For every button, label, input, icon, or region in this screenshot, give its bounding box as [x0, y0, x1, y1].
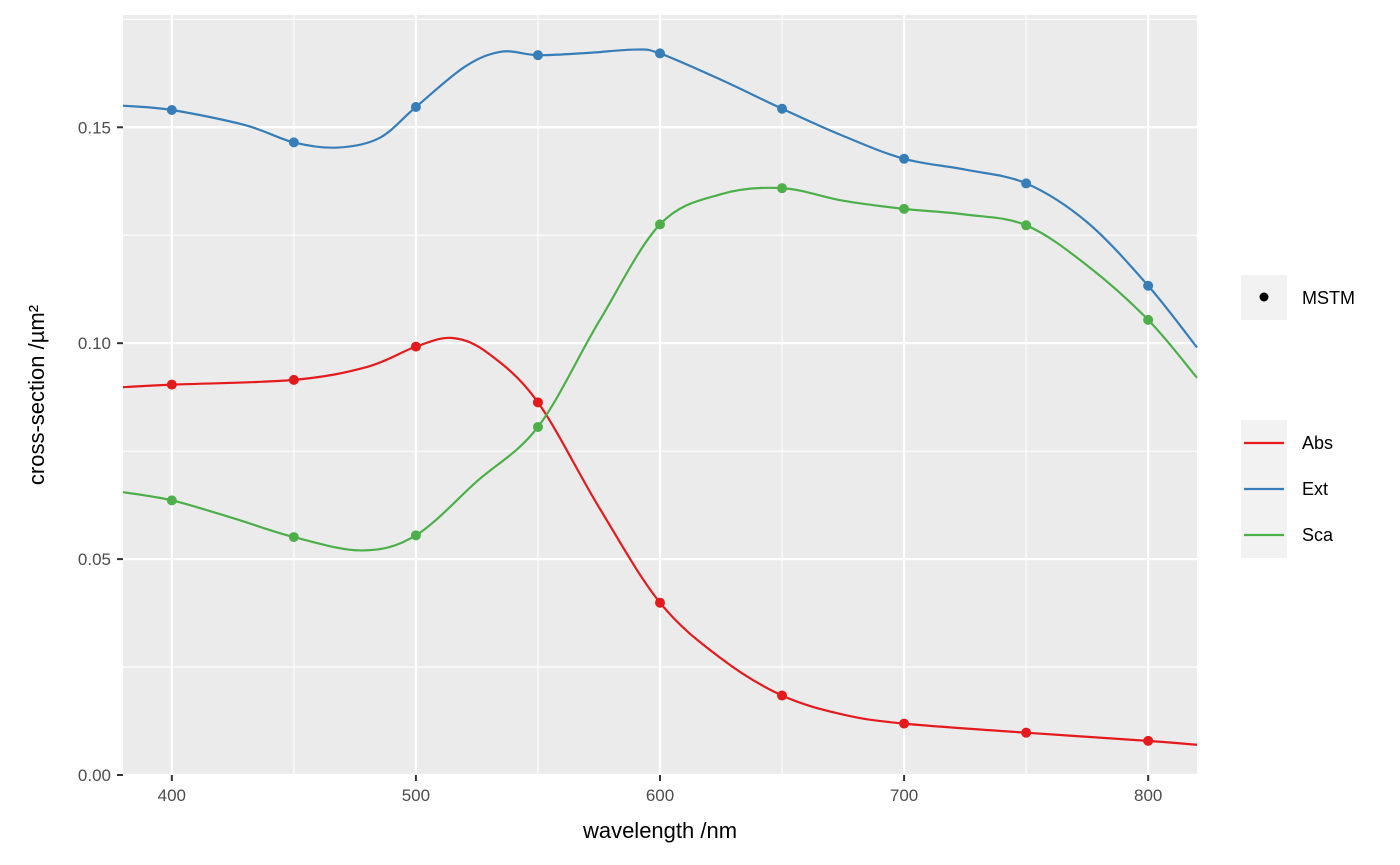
data-point-abs [166, 379, 177, 390]
y-tick-label: 0.15 [78, 118, 111, 137]
data-point-sca [777, 183, 788, 194]
legend-label-sca: Sca [1302, 525, 1334, 545]
series-legend: Abs Ext Sca [1241, 420, 1334, 558]
x-tick-label: 400 [158, 786, 186, 805]
data-point-ext [410, 101, 421, 112]
data-point-abs [1021, 727, 1032, 738]
data-point-abs [1143, 735, 1154, 746]
data-point-sca [1021, 220, 1032, 231]
data-point-sca [410, 530, 421, 541]
data-point-abs [410, 341, 421, 352]
y-axis-title: cross-section /µm² [24, 305, 49, 485]
data-point-abs [777, 690, 788, 701]
data-point-ext [1021, 178, 1032, 189]
data-point-abs [288, 374, 299, 385]
data-point-ext [777, 103, 788, 114]
points-legend-dot [1259, 292, 1269, 302]
x-tick-label: 800 [1134, 786, 1162, 805]
points-legend: MSTM [1241, 275, 1355, 320]
data-point-sca [899, 203, 910, 214]
series-points [166, 48, 1154, 746]
legend-label-ext: Ext [1302, 479, 1328, 499]
series-line-abs [122, 336, 1198, 746]
points-legend-label: MSTM [1302, 288, 1355, 308]
data-point-ext [166, 105, 177, 115]
data-point-ext [288, 137, 299, 148]
x-tick-label: 500 [402, 786, 430, 805]
data-point-abs [899, 718, 910, 729]
series-line-ext [122, 48, 1198, 349]
y-tick-label: 0.00 [78, 766, 111, 785]
x-axis: 400 500 600 700 800 [158, 775, 1162, 805]
y-tick-label: 0.05 [78, 550, 111, 569]
data-point-ext [899, 153, 910, 164]
y-tick-label: 0.10 [78, 334, 111, 353]
data-point-abs [532, 397, 543, 408]
data-point-sca [288, 532, 299, 543]
legend-label-abs: Abs [1302, 433, 1333, 453]
data-point-sca [532, 421, 543, 432]
x-axis-title: wavelength /nm [582, 818, 737, 843]
y-axis: 0.00 0.05 0.10 0.15 [78, 118, 123, 785]
x-tick-label: 700 [890, 786, 918, 805]
x-tick-label: 600 [646, 786, 674, 805]
data-point-ext [532, 50, 543, 61]
data-point-sca [166, 495, 177, 506]
data-point-abs [655, 597, 665, 608]
data-point-ext [655, 48, 665, 59]
data-point-sca [1143, 314, 1154, 325]
data-point-ext [1143, 280, 1154, 291]
data-point-sca [655, 219, 665, 230]
